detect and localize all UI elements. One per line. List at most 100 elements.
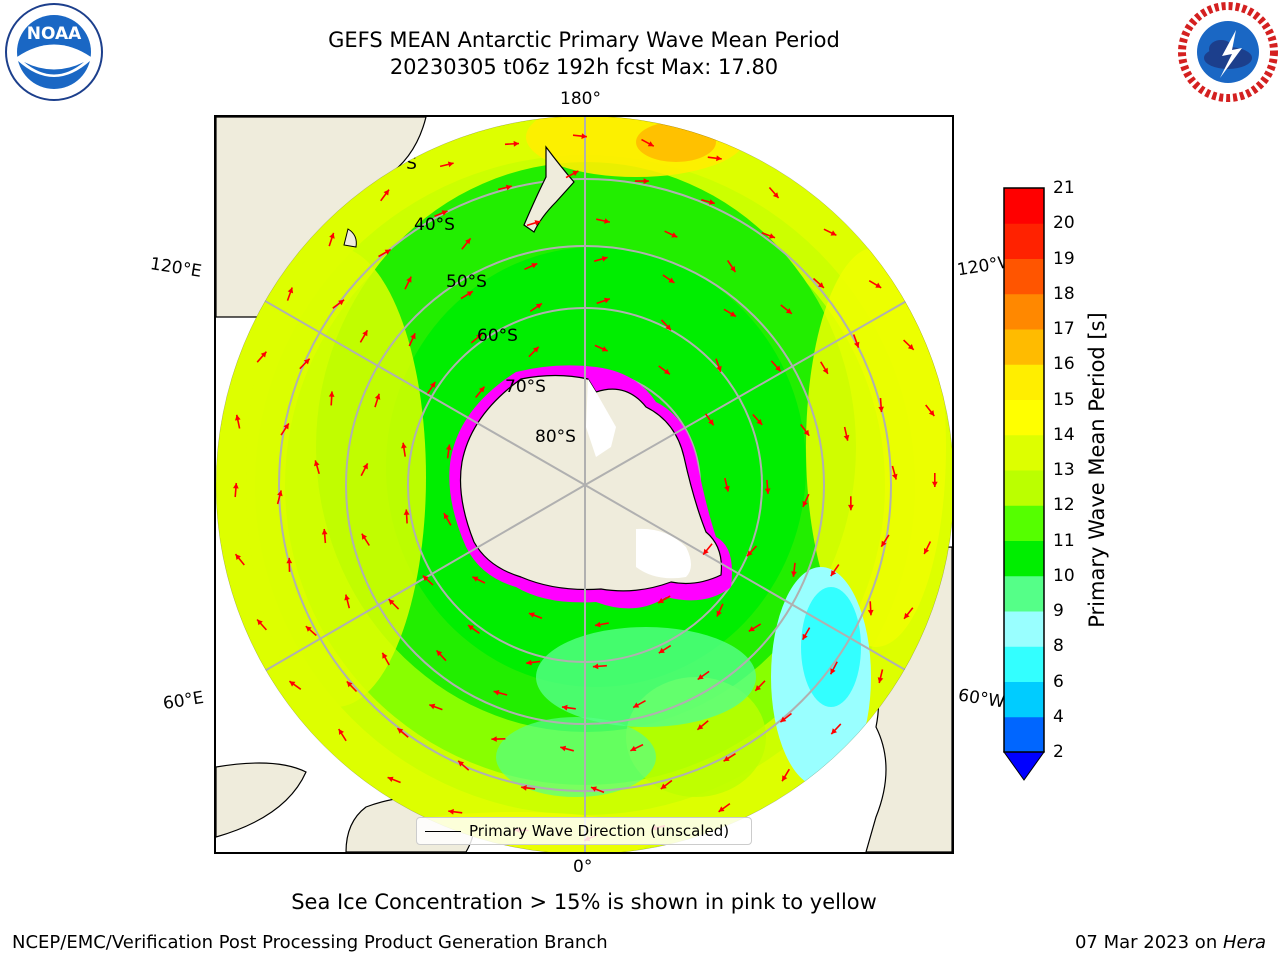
wave-arrow-head [756,419,763,425]
wave-arrow-head [643,178,649,184]
colorbar-bin [1004,188,1044,224]
wave-arrow-head [931,481,938,487]
wave-arrow-head [785,308,792,314]
wave-arrow-head [321,529,328,535]
wave-arrow-head [562,704,568,711]
wave-arrow-head [401,442,407,449]
colorbar-tick-label: 14 [1053,424,1075,445]
colorbar-label: Primary Wave Mean Period [s] [1085,312,1109,628]
forecast-info: 20230305 t06z 192h fcst Max: 17.80 [389,55,779,79]
wave-arrow-head [476,334,483,340]
wave-arrow-head [458,760,464,767]
wave-arrow-head [764,488,771,494]
wave-arrow-head [854,341,860,348]
colorbar-bin [1004,258,1044,295]
wave-arrow-head [791,571,797,577]
wave-arrow-head [658,597,664,603]
colorbar-bin [1004,646,1044,682]
wave-arrow-head [430,381,436,388]
weddell-ice-shelf [636,528,691,579]
noaa-logo-text: NOAA [27,24,82,44]
colorbar-tick-label: 19 [1053,248,1075,269]
wave-arrow-head [447,161,454,168]
wave-arrow-head [630,745,637,751]
wave-arrow-head [875,282,882,288]
wave-arrow-head [361,533,367,540]
wave-arrow-head [848,504,854,511]
wave-arrow-head [344,594,350,601]
wave-arrow-head [560,745,567,752]
wave-arrow-head [746,550,753,557]
wave-arrow-head [436,650,443,657]
wave-arrow-head [878,406,884,413]
new-zealand-landmass [523,145,575,233]
wave-arrow-head [730,266,736,272]
legend-label: Primary Wave Direction (unscaled) [469,822,730,840]
wave-arrow-head [235,414,241,421]
colorbar-bin [1004,434,1044,471]
wave-arrow-head [260,351,267,358]
wave-arrow-head [277,490,283,497]
lat-label-40s: 40°S [414,215,455,235]
wave-arrow-head [924,548,930,554]
colorbar-bin [1004,293,1044,330]
wave-arrow-head [716,610,722,617]
wave-arrow-head [388,599,395,605]
wave-arrow-head [803,429,810,436]
polar-map: 30°S 40°S 50°S 60°S 70°S 80°S [216,117,952,852]
colorbar-tick-label: 4 [1053,706,1064,727]
wave-arrow-head [665,324,671,331]
wave-arrow-head [724,485,730,492]
wave-arrow-head [581,133,587,139]
colorbar-bin [1004,329,1044,365]
wave-arrow-head [658,647,665,654]
wave-arrow-head [703,548,709,555]
wave-arrow-head [362,330,368,337]
wave-arrow-head [387,776,394,782]
wave-arrow-head [289,681,296,687]
wave-arrow-head [443,513,449,520]
colorbar-bin [1004,364,1044,400]
wave-arrow-head [572,170,579,176]
ross-ice-shelf [586,379,616,457]
lon-label-120e: 120°E [148,254,203,282]
wave-arrow-head [528,612,535,618]
wave-arrow-head [314,460,320,467]
wave-arrow-head [718,806,725,812]
wave-arrow-head [604,218,610,224]
colorbar-tick-label: 12 [1053,495,1075,516]
wave-arrow-head [772,192,779,198]
nws-logo [1176,0,1280,104]
colorbar-tick-label: 11 [1053,530,1075,551]
wave-arrow-head [287,287,294,294]
wave-arrow-head [397,728,404,734]
wave-arrow-head [235,554,241,560]
wave-arrow-head [802,500,808,507]
wave-direction-arrows [233,133,938,842]
wave-arrow-head [533,346,539,353]
wave-arrow-head [531,263,538,269]
wave-arrow-head [465,238,471,245]
lat-label-60s: 60°S [477,326,518,346]
wave-arrow-head [830,230,837,236]
wave-arrow-head [802,633,808,640]
colorbar-bin [1004,505,1044,541]
wave-arrow-head [329,232,335,239]
wave-arrow-head [780,716,787,723]
lon-label-180: 180° [560,89,601,109]
africa-landmass [216,762,307,838]
wave-arrow-head [601,256,608,262]
wave-arrow-head [513,140,519,147]
wave-arrow-head [709,199,715,205]
wave-arrow-head [328,391,335,397]
wave-arrow-head [384,249,391,255]
wave-arrow-head [697,674,704,680]
wave-arrow-head [716,155,722,162]
colorbar-tick-label: 15 [1053,389,1075,410]
wave-arrow-head [907,344,914,350]
wave-arrow-head [422,575,429,582]
wave-arrow-head [843,434,850,441]
wave-arrow-head [346,681,353,688]
wave-arrow-head [445,444,452,451]
wave-arrow-head [595,621,601,628]
